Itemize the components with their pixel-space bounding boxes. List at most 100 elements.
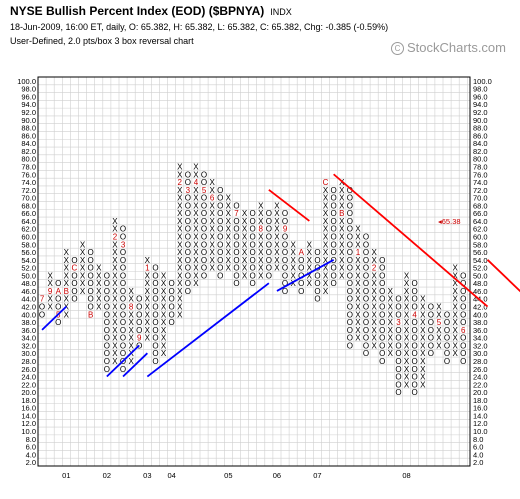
pnf-x: X bbox=[355, 295, 361, 304]
pnf-x: X bbox=[323, 209, 329, 218]
pnf-x: X bbox=[177, 186, 183, 195]
pnf-x: X bbox=[193, 256, 199, 265]
pnf-x: X bbox=[404, 365, 410, 374]
pnf-x: X bbox=[388, 318, 394, 327]
pnf-x: X bbox=[242, 271, 248, 280]
pnf-x: X bbox=[209, 240, 215, 249]
month-mark: 3 bbox=[121, 240, 126, 249]
pnf-o: O bbox=[412, 373, 418, 382]
pnf-o: O bbox=[39, 303, 45, 312]
pnf-o: O bbox=[233, 201, 239, 210]
pnf-x: X bbox=[420, 326, 426, 335]
pnf-o: O bbox=[120, 326, 126, 335]
pnf-o: O bbox=[250, 256, 256, 265]
pnf-x: X bbox=[371, 303, 377, 312]
chart-subtitle: 18-Jun-2009, 16:00 ET, daily, O: 65.382,… bbox=[10, 22, 389, 32]
pnf-o: O bbox=[314, 279, 320, 288]
pnf-x: X bbox=[404, 279, 410, 288]
y-tick-label-right: 4.0 bbox=[473, 450, 483, 459]
pnf-x: X bbox=[290, 264, 296, 273]
pnf-o: O bbox=[185, 201, 191, 210]
pnf-o: O bbox=[347, 334, 353, 343]
trend-line bbox=[333, 173, 489, 308]
y-tick-label-left: 16.0 bbox=[21, 404, 36, 413]
pnf-o: O bbox=[201, 264, 207, 273]
y-tick-label-right: 80.0 bbox=[473, 155, 488, 164]
y-tick-label-right: 38.0 bbox=[473, 318, 488, 327]
pnf-o: O bbox=[379, 357, 385, 366]
pnf-o: O bbox=[395, 334, 401, 343]
pnf-x: X bbox=[80, 279, 86, 288]
pnf-o: O bbox=[104, 334, 110, 343]
pnf-o: O bbox=[88, 256, 94, 265]
pnf-x: X bbox=[112, 334, 118, 343]
pnf-x: X bbox=[226, 217, 232, 226]
pnf-o: O bbox=[104, 287, 110, 296]
pnf-o: O bbox=[185, 256, 191, 265]
pnf-x: X bbox=[209, 248, 215, 257]
pnf-x: X bbox=[161, 334, 167, 343]
month-mark: 2 bbox=[178, 178, 183, 187]
pnf-x: X bbox=[226, 194, 232, 203]
pnf-x: X bbox=[96, 295, 102, 304]
pnf-o: O bbox=[120, 225, 126, 234]
y-tick-label-left: 60.0 bbox=[21, 232, 36, 241]
pnf-x: X bbox=[388, 295, 394, 304]
y-tick-label-left: 44.0 bbox=[21, 295, 36, 304]
pnf-o: O bbox=[217, 186, 223, 195]
y-tick-label-left: 2.0 bbox=[26, 458, 36, 467]
pnf-o: O bbox=[395, 349, 401, 358]
pnf-o: O bbox=[379, 334, 385, 343]
pnf-x: X bbox=[452, 264, 458, 273]
pnf-x: X bbox=[177, 232, 183, 241]
pnf-o: O bbox=[120, 310, 126, 319]
pnf-x: X bbox=[323, 225, 329, 234]
pnf-x: X bbox=[112, 357, 118, 366]
pnf-x: X bbox=[420, 310, 426, 319]
pnf-x: X bbox=[274, 264, 280, 273]
pnf-x: X bbox=[258, 256, 264, 265]
pnf-o: O bbox=[460, 357, 466, 366]
pnf-x: X bbox=[64, 295, 70, 304]
pnf-x: X bbox=[404, 303, 410, 312]
pnf-o: O bbox=[347, 310, 353, 319]
pnf-x: X bbox=[226, 201, 232, 210]
pnf-x: X bbox=[258, 264, 264, 273]
pnf-x: X bbox=[404, 349, 410, 358]
month-mark: B bbox=[64, 287, 69, 296]
y-tick-label-right: 54.0 bbox=[473, 256, 488, 265]
pnf-x: X bbox=[226, 225, 232, 234]
y-tick-label-left: 20.0 bbox=[21, 388, 36, 397]
y-tick-label-right: 92.0 bbox=[473, 108, 488, 117]
pnf-o: O bbox=[298, 264, 304, 273]
pnf-o: O bbox=[379, 341, 385, 350]
last-value-label: ◂65.38 bbox=[438, 217, 461, 226]
y-tick-label-right: 26.0 bbox=[473, 365, 488, 374]
pnf-o: O bbox=[379, 295, 385, 304]
pnf-x: X bbox=[226, 248, 232, 257]
pnf-o: O bbox=[460, 279, 466, 288]
pnf-o: O bbox=[363, 310, 369, 319]
pnf-o: O bbox=[71, 295, 77, 304]
pnf-x: X bbox=[258, 248, 264, 257]
pnf-o: O bbox=[233, 232, 239, 241]
pnf-o: O bbox=[412, 334, 418, 343]
pnf-x: X bbox=[193, 279, 199, 288]
pnf-x: X bbox=[96, 271, 102, 280]
pnf-x: X bbox=[193, 225, 199, 234]
pnf-o: O bbox=[185, 287, 191, 296]
y-tick-label-right: 40.0 bbox=[473, 310, 488, 319]
pnf-x: X bbox=[371, 318, 377, 327]
month-mark: C bbox=[323, 178, 329, 187]
pnf-x: X bbox=[161, 295, 167, 304]
pnf-x: X bbox=[339, 271, 345, 280]
y-tick-label-right: 30.0 bbox=[473, 349, 488, 358]
month-mark: 5 bbox=[202, 186, 207, 195]
pnf-x: X bbox=[307, 279, 313, 288]
pnf-o: O bbox=[412, 357, 418, 366]
pnf-o: O bbox=[282, 240, 288, 249]
pnf-o: O bbox=[363, 341, 369, 350]
month-mark: 6 bbox=[461, 326, 466, 335]
pnf-o: O bbox=[39, 310, 45, 319]
pnf-x: X bbox=[388, 341, 394, 350]
